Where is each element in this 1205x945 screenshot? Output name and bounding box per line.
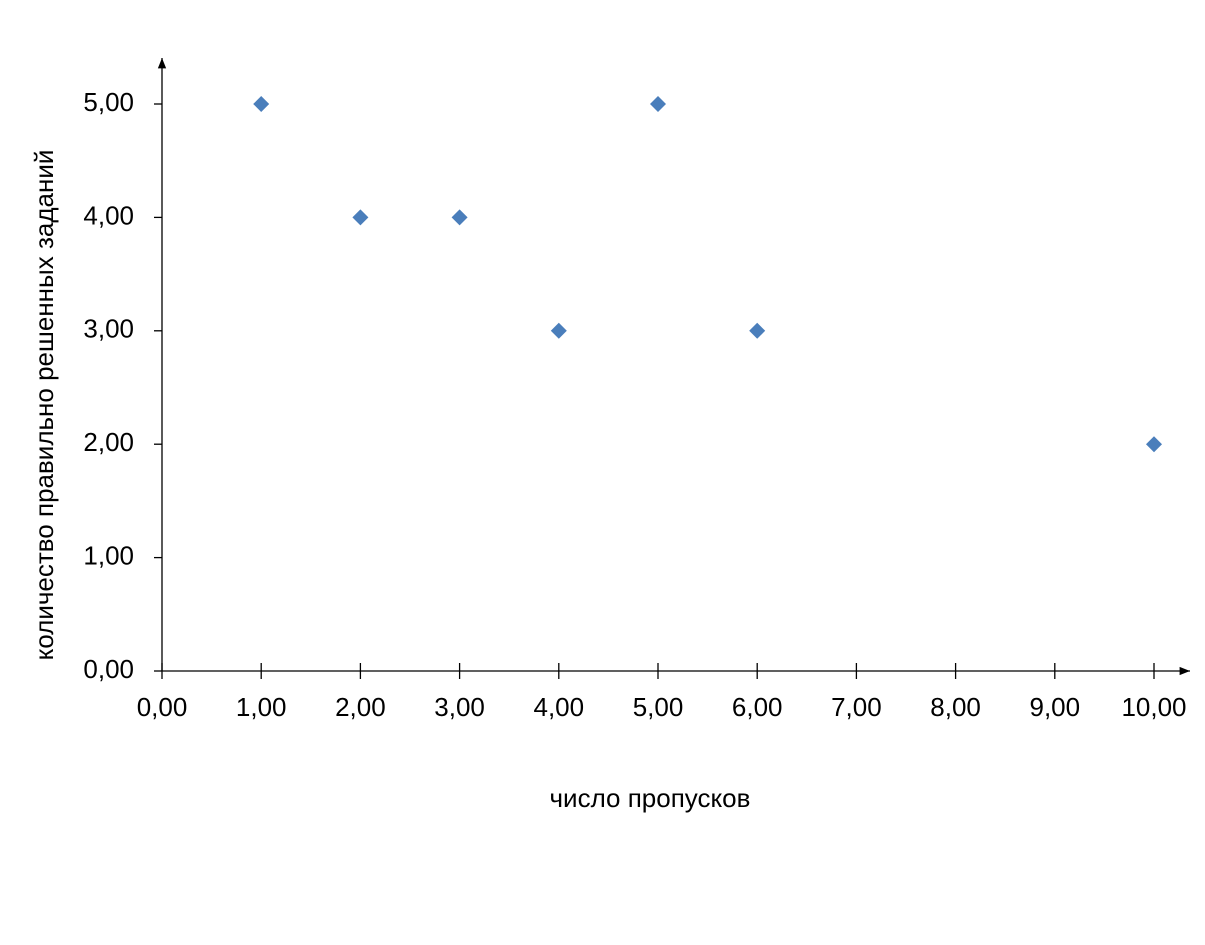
y-tick-label: 1,00 [83,540,134,570]
x-tick-label: 7,00 [831,692,882,722]
x-tick-label: 1,00 [236,692,287,722]
y-tick-label: 2,00 [83,427,134,457]
data-point [1146,436,1162,453]
y-tick-label: 4,00 [83,200,134,230]
y-tick-label: 0,00 [83,654,134,684]
y-tick-label: 5,00 [83,87,134,117]
data-point [550,322,567,339]
x-tick-label: 6,00 [732,692,783,722]
data-point [749,322,766,339]
y-axis-label: количество правильно решенных заданий [29,150,59,661]
x-tick-label: 8,00 [930,692,981,722]
x-tick-label: 5,00 [633,692,684,722]
x-tick-label: 2,00 [335,692,386,722]
x-tick-label: 0,00 [137,692,188,722]
y-tick-label: 3,00 [83,314,134,344]
x-tick-label: 3,00 [434,692,485,722]
data-point [253,96,270,112]
data-point [451,209,468,226]
x-tick-label: 9,00 [1029,692,1080,722]
x-tick-label: 10,00 [1121,692,1186,722]
data-point [352,209,369,226]
data-point [650,96,666,112]
x-axis-label: число пропусков [550,783,751,813]
x-tick-label: 4,00 [533,692,584,722]
